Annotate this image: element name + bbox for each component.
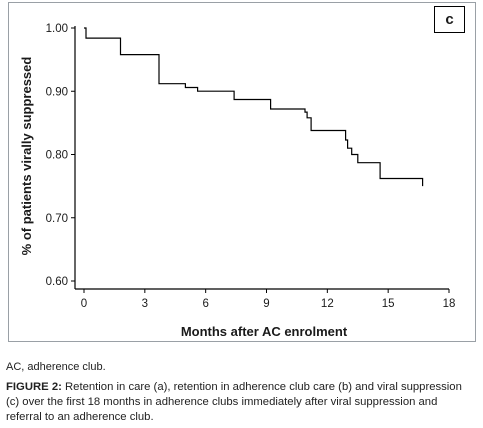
footnote: AC, adherence club. <box>6 361 106 373</box>
y-tick-label: 1.00 <box>46 23 68 35</box>
survival-step-line <box>84 27 424 187</box>
caption-text: Retention in care (a), retention in adhe… <box>6 381 462 423</box>
panel-label: c <box>434 6 465 33</box>
x-tick-label: 3 <box>142 298 148 310</box>
chart-axes: 0.60 0.70 0.80 0.90 1.00 0 3 6 9 12 15 18 <box>46 23 456 310</box>
caption-label: FIGURE 2: <box>6 381 62 393</box>
y-tick-label: 0.90 <box>46 86 68 98</box>
y-tick-label: 0.80 <box>46 150 68 162</box>
chart-marks <box>84 27 424 187</box>
x-tick-label: 0 <box>81 298 87 310</box>
x-axis-title: Months after AC enrolment <box>181 324 348 339</box>
y-tick-label: 0.60 <box>46 276 68 288</box>
x-tick-label: 18 <box>443 298 456 310</box>
x-tick-label: 12 <box>321 298 334 310</box>
x-tick-label: 15 <box>382 298 395 310</box>
figure-caption: FIGURE 2: Retention in care (a), retenti… <box>6 380 476 425</box>
figure-frame <box>8 2 476 342</box>
y-axis-title: % of patients virally suppressed <box>19 57 34 256</box>
x-tick-label: 9 <box>263 298 269 310</box>
y-tick-label: 0.70 <box>46 213 68 225</box>
x-tick-label: 6 <box>202 298 208 310</box>
